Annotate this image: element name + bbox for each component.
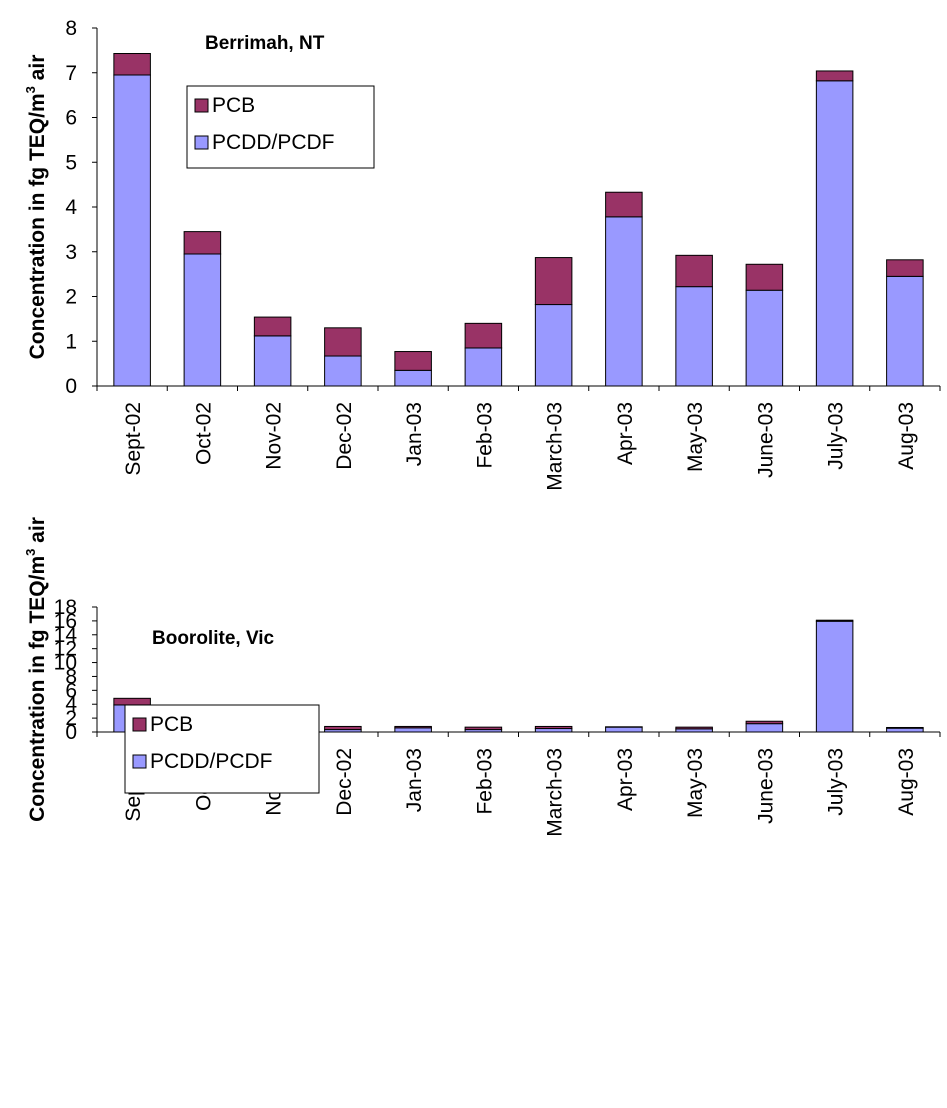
bar-pcdd-pcdf — [815, 620, 854, 733]
bar-pcb — [745, 720, 784, 725]
x-tick-label: Feb-03 — [473, 402, 496, 469]
x-tick-label: Jan-03 — [403, 402, 426, 466]
legend-label: PCB — [212, 94, 255, 117]
bar-pcdd-pcdf — [886, 727, 924, 733]
x-tick-label: Apr-03 — [614, 748, 637, 811]
y-tick-label: 5 — [65, 151, 77, 174]
y-tick-label: 6 — [65, 107, 77, 130]
bar-pcb — [675, 726, 713, 730]
y-tick-label: 3 — [65, 241, 77, 264]
y-tick-label: 6 — [65, 679, 77, 702]
chart-berrimah: 0 1 2 3 4 5 6 7 8 Sept-02 Oct-02 Nov-02 Dec-02 Jan-03… — [23, 17, 941, 491]
y-tick-label: 4 — [65, 693, 77, 716]
bar-pcb — [464, 726, 503, 731]
y-tick-label: 12 — [54, 638, 77, 661]
bar-pcb — [605, 191, 643, 218]
bar-pcb — [815, 70, 854, 82]
legend-swatch — [194, 98, 209, 113]
legend-label: PCB — [150, 713, 193, 736]
bar-pcb — [113, 697, 151, 706]
x-tick-label: Dec-02 — [333, 402, 356, 470]
legend-label: PCDD/PCDF — [212, 131, 335, 154]
bar-pcb — [534, 257, 573, 306]
bar-pcdd-pcdf — [815, 80, 854, 387]
legend-swatch — [132, 717, 147, 732]
x-tick-label: July-03 — [825, 402, 848, 470]
x-tick-label: June-03 — [754, 748, 777, 824]
x-tick-label: June-03 — [754, 402, 777, 478]
y-tick-label: 2 — [65, 286, 77, 309]
y-tick-label: 1 — [65, 330, 77, 353]
x-tick-label: Feb-03 — [473, 748, 496, 815]
x-tick-label: Sept-02 — [122, 402, 145, 476]
bar-pcb — [886, 259, 924, 277]
bar-pcdd-pcdf — [113, 74, 151, 387]
bar-pcb — [324, 725, 362, 731]
x-tick-label: Aug-03 — [895, 748, 918, 816]
legend-swatch — [194, 135, 209, 150]
x-tick-label: May-03 — [684, 402, 707, 472]
chart-title: Boorolite, Vic — [152, 628, 275, 649]
bar-pcdd-pcdf — [534, 304, 573, 387]
bar-pcb — [675, 254, 713, 288]
bar-pcdd-pcdf — [745, 289, 784, 387]
y-tick-label: 14 — [54, 624, 78, 647]
y-tick-label: 18 — [54, 596, 77, 619]
x-tick-label: Nov-02 — [263, 402, 286, 470]
bar-pcb — [815, 619, 854, 622]
y-tick-label: 8 — [65, 665, 77, 688]
bar-pcb — [253, 316, 292, 337]
y-tick-label: 2 — [65, 707, 77, 730]
bar-pcb — [886, 726, 924, 729]
legend-swatch — [132, 754, 147, 769]
chart-boorolite: 024681012141618Sept-02Oct-02Nov-02Dec-02… — [23, 517, 941, 837]
bar-pcdd-pcdf — [745, 723, 784, 733]
bar-pcdd-pcdf — [394, 727, 432, 733]
bar-pcb — [113, 53, 151, 76]
x-tick-label: Apr-03 — [614, 402, 637, 465]
bar-pcdd-pcdf — [534, 728, 573, 733]
bar-pcdd-pcdf — [183, 253, 222, 387]
bar-pcdd-pcdf — [253, 335, 292, 387]
x-tick-label: July-03 — [825, 748, 848, 816]
bar-pcb — [745, 263, 784, 291]
x-tick-label: Oct-02 — [192, 402, 215, 465]
y-tick-label: 8 — [65, 17, 77, 40]
bar-pcdd-pcdf — [605, 726, 643, 733]
bar-pcdd-pcdf — [886, 275, 924, 387]
y-tick-label: 4 — [65, 196, 77, 219]
bar-pcdd-pcdf — [675, 286, 713, 387]
y-tick-label: 10 — [54, 652, 77, 675]
bar-pcdd-pcdf — [394, 369, 432, 387]
legend-label: PCDD/PCDF — [150, 750, 273, 773]
y-tick-label: 0 — [65, 375, 77, 398]
bar-pcb — [464, 322, 503, 349]
y-tick-label: 7 — [65, 62, 77, 85]
y-tick-label: 0 — [65, 721, 77, 744]
bar-pcdd-pcdf — [464, 347, 503, 387]
bar-pcdd-pcdf — [324, 355, 362, 387]
y-tick-label: 16 — [54, 610, 77, 633]
y-axis-label: Concentration in fg TEQ/m3 air — [23, 55, 49, 360]
bar-pcdd-pcdf — [605, 216, 643, 387]
bar-pcb — [324, 327, 362, 357]
x-tick-label: Jan-03 — [403, 748, 426, 812]
bar-pcb — [394, 725, 432, 729]
bar-pcb — [183, 231, 222, 255]
bar-pcb — [394, 351, 432, 371]
x-tick-label: Aug-03 — [895, 402, 918, 470]
bar-pcb — [534, 725, 573, 730]
x-tick-label: May-03 — [684, 748, 707, 818]
legend-box — [186, 85, 375, 169]
x-tick-label: March-03 — [544, 748, 567, 837]
x-tick-label: March-03 — [544, 402, 567, 491]
y-axis-label: Concentration in fg TEQ/m3 air — [23, 517, 49, 822]
x-tick-label: Dec-02 — [333, 748, 356, 816]
legend-box — [124, 704, 320, 794]
chart-title: Berrimah, NT — [205, 33, 325, 54]
